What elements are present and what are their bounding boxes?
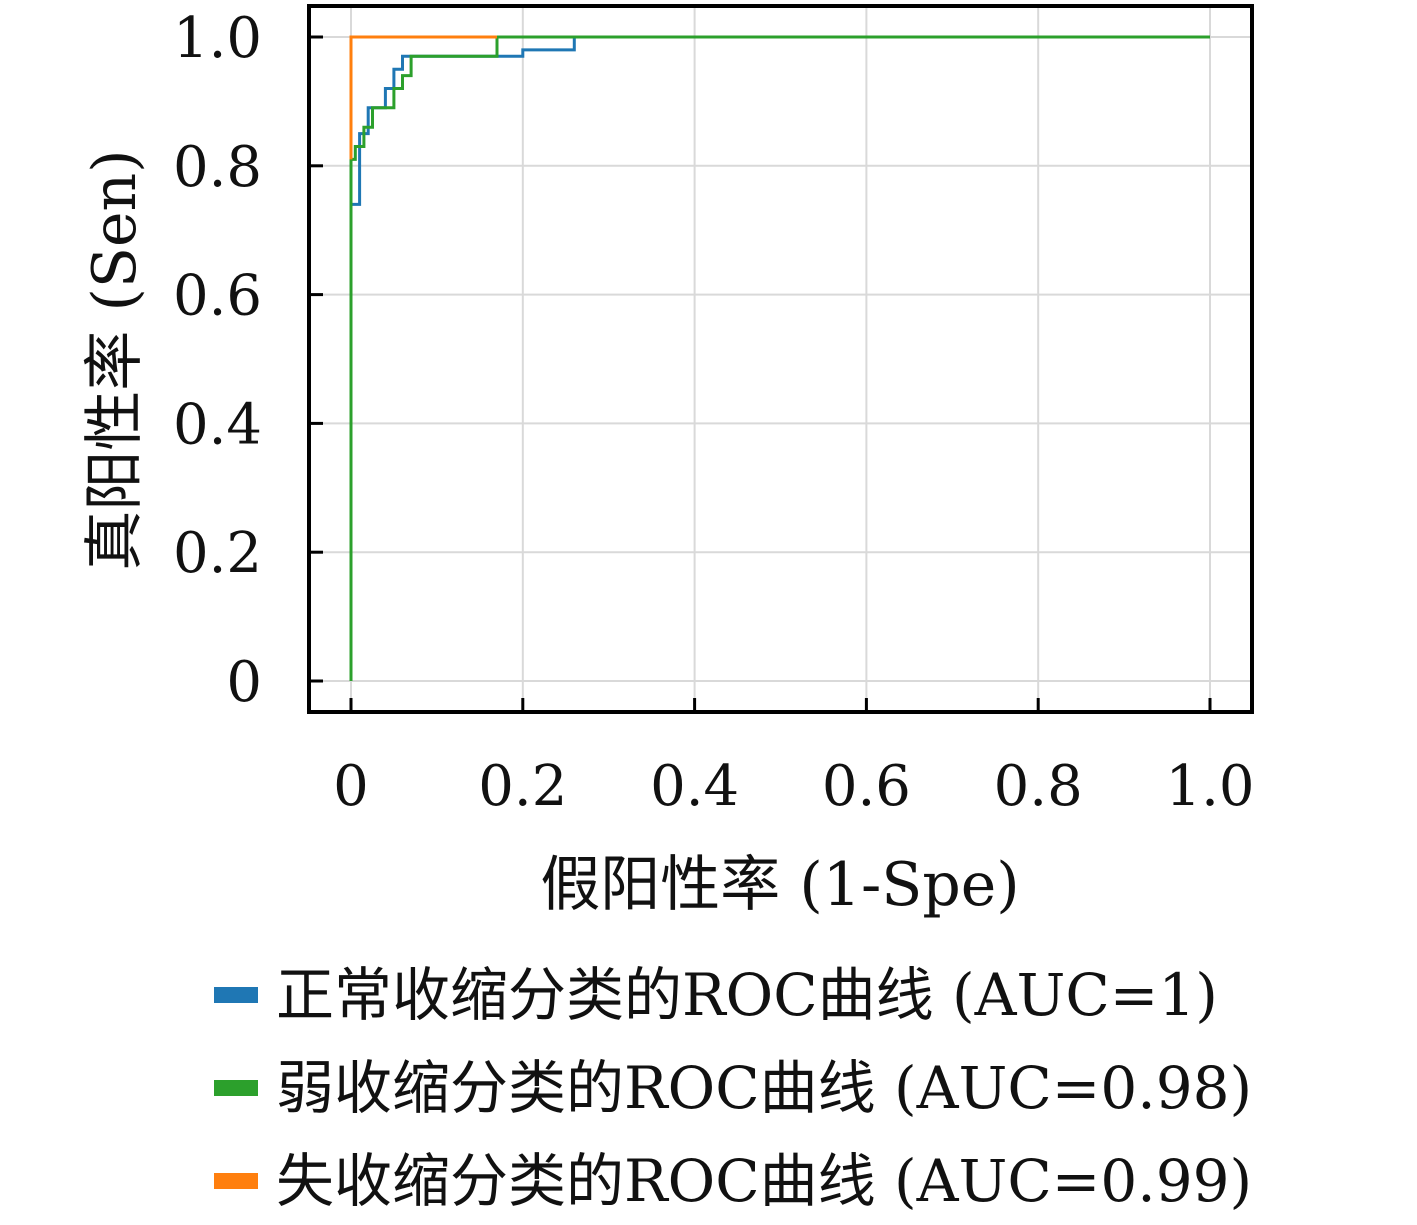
y-tick-label: 0.2	[173, 521, 262, 586]
y-tick-label: 0.8	[173, 135, 262, 200]
grid-lines	[309, 6, 1252, 712]
x-tick-label: 1.0	[1165, 754, 1254, 819]
legend-swatch-1	[214, 1080, 258, 1096]
tick-labels: 0 0.2 0.4 0.6 0.8 1.0 0 0.2 0.4 0.6 0.8 1.0	[173, 6, 1255, 819]
y-tick-label: 1.0	[173, 6, 262, 71]
legend-label-2: 失收缩分类的ROC曲线 (AUC=0.99)	[276, 1147, 1252, 1215]
plot-frame	[307, 4, 1254, 714]
x-tick-label: 0.2	[478, 754, 567, 819]
x-tick-label: 0.4	[650, 754, 739, 819]
legend-swatch-2	[214, 1173, 258, 1189]
y-tick-label: 0.4	[173, 392, 262, 457]
legend: 正常收缩分类的ROC曲线 (AUC=1) 弱收缩分类的ROC曲线 (AUC=0.9…	[214, 961, 1252, 1215]
y-tick-label: 0.6	[173, 264, 262, 329]
legend-label-0: 正常收缩分类的ROC曲线 (AUC=1)	[276, 961, 1218, 1029]
x-tick-label: 0	[333, 754, 369, 819]
x-tick-label: 0.8	[994, 754, 1083, 819]
roc-series-2	[349, 35, 497, 160]
x-tick-label: 0.6	[822, 754, 911, 819]
axis-ticks	[309, 35, 1212, 712]
y-tick-label: 0	[226, 650, 262, 715]
x-axis-title: 假阳性率 (1-Spe)	[540, 850, 1019, 920]
roc-curves	[349, 35, 1210, 681]
legend-label-1: 弱收缩分类的ROC曲线 (AUC=0.98)	[276, 1054, 1252, 1122]
roc-series-0	[349, 35, 1210, 681]
legend-swatch-0	[214, 987, 258, 1003]
y-axis-title: 真阳性率 (Sen)	[80, 149, 150, 570]
roc-series-1	[349, 35, 1210, 681]
